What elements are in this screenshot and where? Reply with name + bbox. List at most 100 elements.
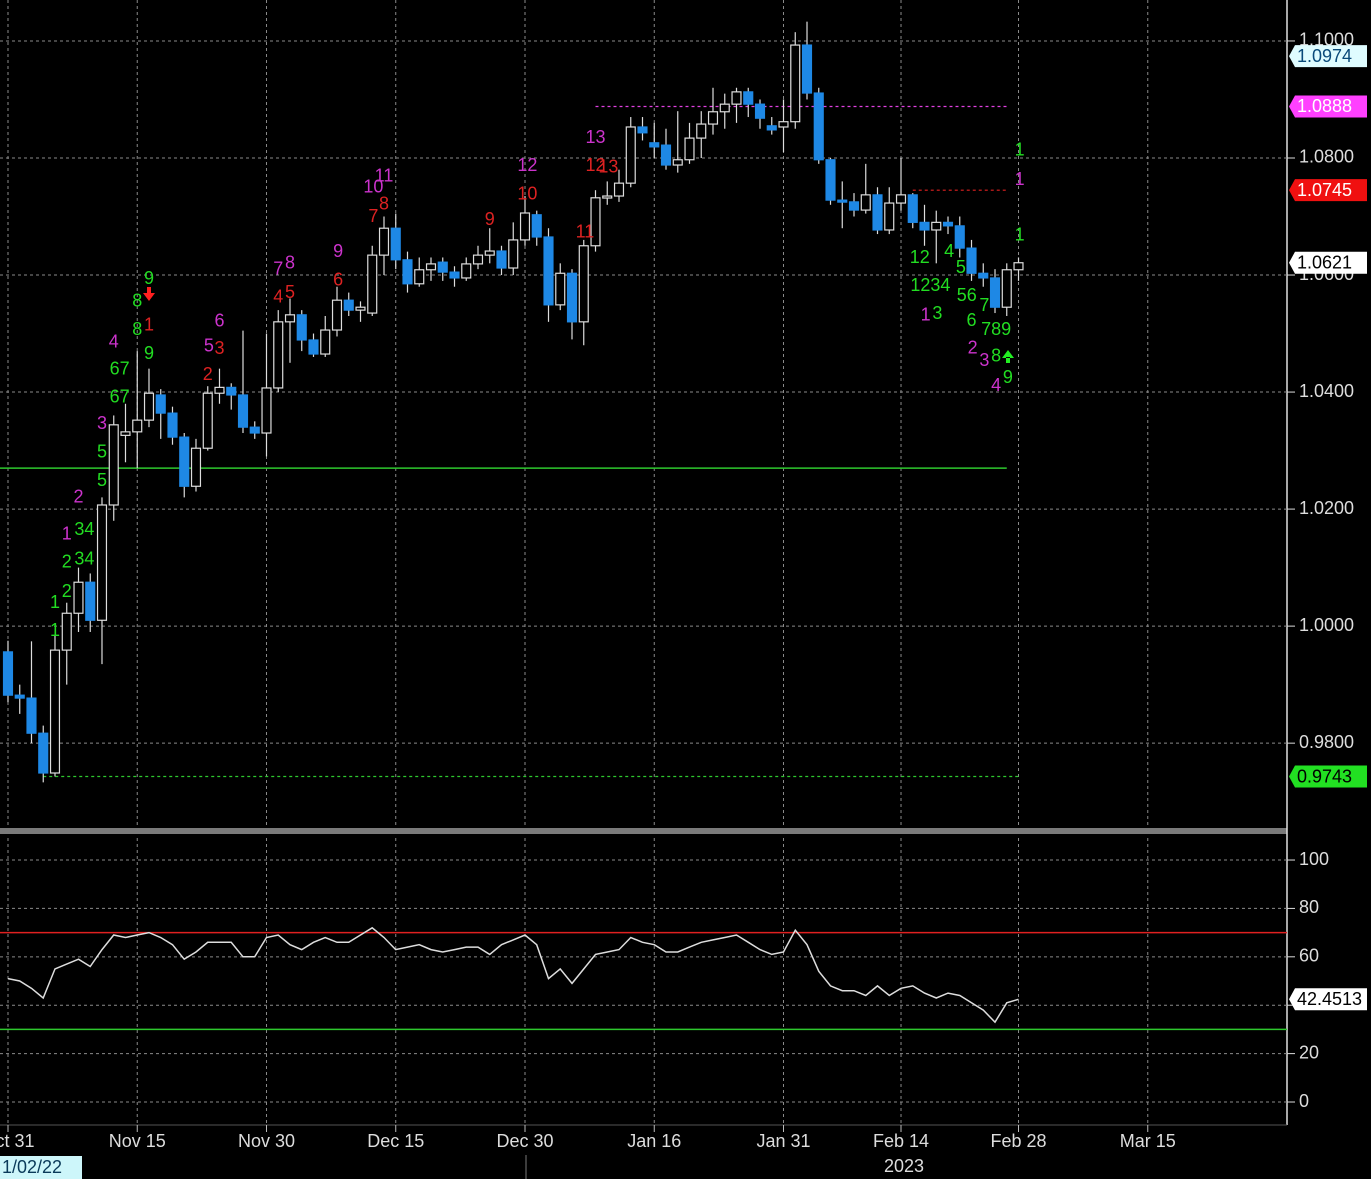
candle-body bbox=[249, 426, 260, 434]
td-count: 67 bbox=[110, 359, 130, 379]
td-count: 8 bbox=[379, 194, 389, 214]
candle-body bbox=[837, 199, 848, 203]
td-count: 10 bbox=[517, 184, 537, 204]
price-label: 1.0974 bbox=[1297, 46, 1352, 66]
price-label-box bbox=[1289, 179, 1367, 202]
td-count: 9 bbox=[144, 343, 154, 363]
candle-body bbox=[919, 221, 930, 231]
td-count: 1 bbox=[921, 305, 931, 325]
candle-body bbox=[895, 194, 907, 204]
candle-body bbox=[120, 431, 131, 436]
td-count: 8 bbox=[132, 291, 142, 311]
td-count: 11 bbox=[375, 165, 394, 185]
candle-body bbox=[237, 394, 249, 428]
td-count: 8 bbox=[285, 253, 295, 273]
candle-body bbox=[331, 299, 343, 331]
candle-body bbox=[555, 272, 566, 306]
td-count: 1 bbox=[1015, 225, 1025, 245]
candle-body bbox=[660, 144, 672, 166]
td-count: 5 bbox=[204, 336, 214, 356]
candle-body bbox=[402, 259, 413, 285]
y-tick-label: 1.0800 bbox=[1299, 147, 1354, 167]
y-tick-label: 20 bbox=[1299, 1042, 1319, 1062]
candle-body bbox=[414, 269, 425, 285]
candle-body bbox=[543, 236, 554, 306]
td-count: 5 bbox=[97, 442, 107, 462]
y-tick-label: 1.0200 bbox=[1299, 498, 1354, 518]
price-label-box bbox=[1289, 45, 1367, 68]
td-count: 1 bbox=[50, 592, 60, 612]
y-tick-label: 1.1000 bbox=[1299, 30, 1354, 50]
td-count: 2 bbox=[968, 338, 978, 358]
candle-body bbox=[825, 159, 836, 201]
rsi-line bbox=[7, 926, 1019, 1024]
td-count: 2 bbox=[62, 552, 72, 572]
candle-body bbox=[519, 212, 531, 241]
td-count: 56 bbox=[957, 285, 977, 305]
y-tick-label: 0 bbox=[1299, 1091, 1309, 1111]
sell-arrow bbox=[143, 287, 155, 301]
candle-body bbox=[38, 732, 49, 774]
td-count: 13 bbox=[598, 157, 618, 177]
td-count: 4 bbox=[109, 332, 119, 352]
td-count: 9 bbox=[333, 241, 343, 261]
td-count: 1 bbox=[1015, 169, 1025, 189]
candle-body bbox=[778, 121, 789, 128]
td-count: 6 bbox=[214, 311, 224, 331]
td-count: 7 bbox=[979, 295, 989, 315]
price-label: 1.0621 bbox=[1297, 252, 1352, 272]
candle-body bbox=[531, 214, 542, 238]
x-tick-label: Dec 30 bbox=[496, 1131, 553, 1151]
td-count: 5 bbox=[97, 470, 107, 490]
td-count: 789 bbox=[981, 319, 1011, 339]
candle-body bbox=[590, 197, 601, 247]
candle-body bbox=[296, 314, 307, 341]
td-count: 3 bbox=[214, 338, 224, 358]
candle-body bbox=[696, 123, 707, 139]
td-count: 6 bbox=[333, 270, 343, 290]
candle-body bbox=[343, 299, 354, 311]
candle-body bbox=[649, 142, 660, 148]
candle-body bbox=[613, 182, 625, 197]
candle-body bbox=[14, 694, 25, 699]
y-tick-label: 1.0000 bbox=[1299, 615, 1354, 635]
td-count: 34 bbox=[74, 549, 94, 569]
candle-body bbox=[320, 329, 331, 355]
candle-body bbox=[96, 504, 108, 621]
price-label-box bbox=[1289, 765, 1367, 788]
x-tick-label: Mar 15 bbox=[1120, 1131, 1176, 1151]
candle-body bbox=[167, 412, 178, 438]
candle-body bbox=[743, 91, 754, 105]
td-count: 7 bbox=[368, 206, 378, 226]
td-count: 2 bbox=[73, 487, 83, 507]
candle-body bbox=[214, 386, 225, 394]
y-tick-label: 100 bbox=[1299, 849, 1329, 869]
td-count: 10 bbox=[363, 177, 383, 197]
candle-body bbox=[226, 386, 237, 396]
candle-body bbox=[143, 392, 155, 421]
candle-body bbox=[931, 221, 942, 231]
candle-body bbox=[860, 194, 871, 211]
candle-body bbox=[966, 247, 977, 274]
candle-body bbox=[85, 581, 96, 621]
td-count: 5 bbox=[285, 282, 295, 302]
date-box bbox=[0, 1156, 82, 1179]
candle-body bbox=[790, 44, 801, 123]
td-count: 12 bbox=[517, 155, 537, 175]
candle-body bbox=[989, 277, 1001, 308]
x-tick-label: Feb 14 bbox=[873, 1131, 929, 1151]
td-count: 5 bbox=[956, 257, 966, 277]
candle-body bbox=[284, 314, 296, 323]
candle-body bbox=[872, 194, 883, 231]
candle-body bbox=[801, 44, 813, 94]
candle-body bbox=[355, 306, 366, 311]
td-count: 11 bbox=[576, 222, 595, 242]
price-label-box bbox=[1289, 251, 1367, 274]
td-count: 9 bbox=[485, 209, 495, 229]
candle-body bbox=[273, 321, 284, 389]
candle-body bbox=[367, 254, 378, 314]
y-tick-label: 1.0400 bbox=[1299, 381, 1354, 401]
candle-body bbox=[508, 239, 519, 269]
candle-body bbox=[719, 103, 730, 113]
price-label: 1.0888 bbox=[1297, 96, 1352, 116]
